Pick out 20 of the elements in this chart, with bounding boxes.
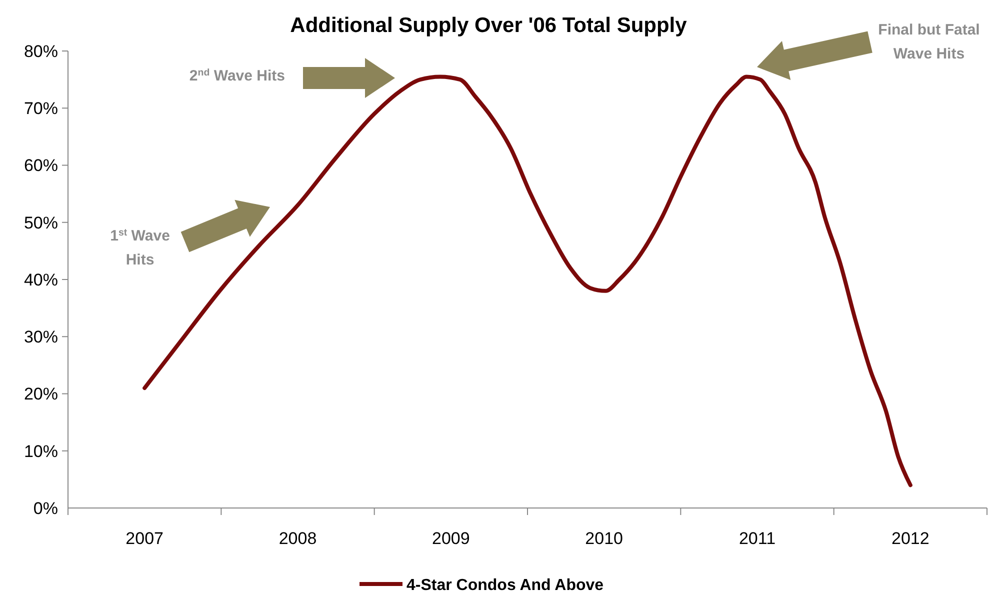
annotation: 1$^{st}$ Wave Hits — [110, 226, 170, 268]
y-tick-label: 30% — [24, 328, 58, 347]
chart-title: Additional Supply Over '06 Total Supply — [290, 14, 688, 37]
annotation: 2$^{nd}$ Wave Hits — [189, 66, 285, 84]
x-tick-label: 2012 — [892, 529, 930, 548]
x-tick-label: 2008 — [278, 529, 317, 548]
y-tick-label: 0% — [33, 498, 58, 518]
y-tick-label: 10% — [24, 442, 58, 461]
annotation: Final but Fatal Wave Hits — [878, 21, 980, 62]
x-tick-label: 2007 — [126, 529, 164, 548]
x-tick-label: 2010 — [585, 529, 623, 548]
x-tick-label: 2011 — [738, 529, 776, 548]
y-tick-label: 80% — [24, 42, 58, 61]
y-tick-label: 40% — [24, 270, 58, 290]
y-tick-label: 70% — [24, 99, 58, 118]
y-tick-label: 20% — [24, 384, 58, 404]
y-tick-label: 50% — [24, 213, 58, 232]
legend-label: 4-Star Condos And Above — [406, 577, 604, 594]
y-tick-label: 60% — [24, 156, 58, 176]
x-tick-label: 2009 — [432, 529, 470, 548]
